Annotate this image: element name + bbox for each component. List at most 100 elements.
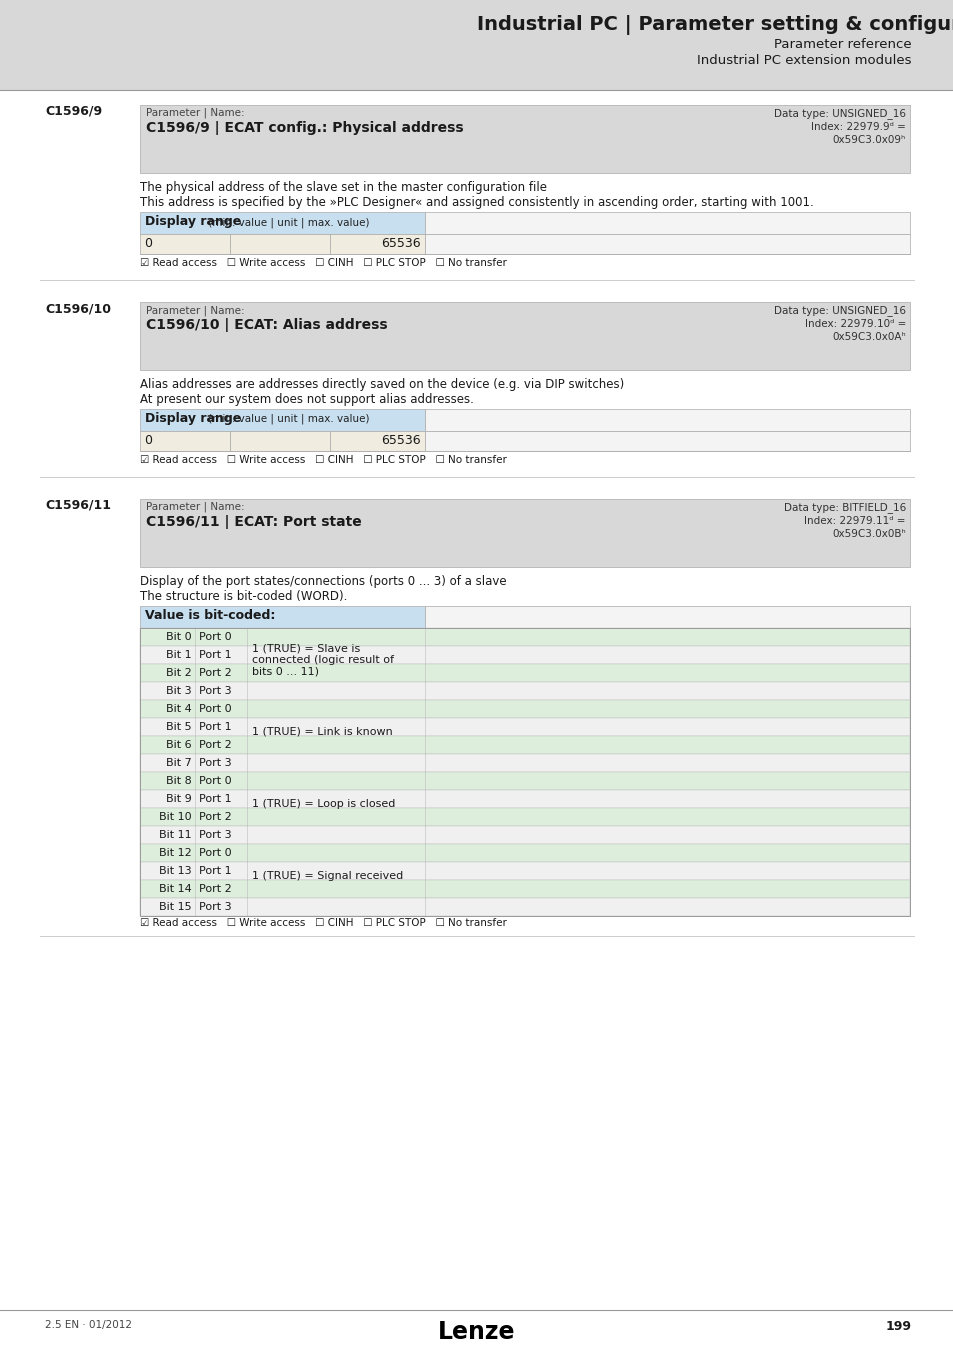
Text: 65536: 65536 <box>381 433 420 447</box>
Text: Port 3: Port 3 <box>199 686 232 697</box>
Text: ☑ Read access   ☐ Write access   ☐ CINH   ☐ PLC STOP   ☐ No transfer: ☑ Read access ☐ Write access ☐ CINH ☐ PL… <box>140 918 506 927</box>
Text: Port 0: Port 0 <box>199 703 232 714</box>
Text: Index: 22979.9ᵈ =: Index: 22979.9ᵈ = <box>810 122 905 132</box>
Text: Bit 11: Bit 11 <box>159 830 192 840</box>
Text: 199: 199 <box>885 1320 911 1332</box>
Text: C1596/9 | ECAT config.: Physical address: C1596/9 | ECAT config.: Physical address <box>146 122 463 135</box>
Text: Parameter | Name:: Parameter | Name: <box>146 108 244 119</box>
Text: Bit 1: Bit 1 <box>166 649 192 660</box>
Text: Industrial PC | Parameter setting & configuration: Industrial PC | Parameter setting & conf… <box>476 15 953 35</box>
Text: This address is specified by the »PLC Designer« and assigned consistently in asc: This address is specified by the »PLC De… <box>140 196 813 209</box>
Text: The physical address of the slave set in the master configuration file: The physical address of the slave set in… <box>140 181 546 194</box>
Text: Display range: Display range <box>145 215 241 228</box>
Bar <box>140 682 909 701</box>
Text: Port 1: Port 1 <box>199 794 232 805</box>
Bar <box>140 500 909 567</box>
Text: Parameter | Name:: Parameter | Name: <box>146 502 244 513</box>
Bar <box>140 628 909 647</box>
Text: Alias addresses are addresses directly saved on the device (e.g. via DIP switche: Alias addresses are addresses directly s… <box>140 378 623 392</box>
Text: Bit 12: Bit 12 <box>159 848 192 859</box>
Text: Bit 3: Bit 3 <box>166 686 192 697</box>
Text: Bit 9: Bit 9 <box>166 794 192 805</box>
Text: C1596/9: C1596/9 <box>45 105 102 117</box>
Text: (min. value | unit | max. value): (min. value | unit | max. value) <box>205 414 369 424</box>
Bar <box>140 790 909 809</box>
Text: 0x59C3.0x0Bʰ: 0x59C3.0x0Bʰ <box>831 529 905 539</box>
Text: Bit 5: Bit 5 <box>166 722 192 732</box>
Text: Lenze: Lenze <box>437 1320 516 1345</box>
Text: Display range: Display range <box>145 412 241 425</box>
Bar <box>140 755 909 772</box>
Text: Port 1: Port 1 <box>199 722 232 732</box>
Bar <box>424 606 909 628</box>
Text: C1596/10 | ECAT: Alias address: C1596/10 | ECAT: Alias address <box>146 319 387 332</box>
Text: Port 2: Port 2 <box>199 668 232 678</box>
Bar <box>140 898 909 917</box>
Text: Bit 7: Bit 7 <box>166 757 192 768</box>
Bar <box>140 302 909 370</box>
Bar <box>140 606 424 628</box>
Bar <box>140 880 909 898</box>
Text: Bit 14: Bit 14 <box>159 884 192 894</box>
Text: C1596/11 | ECAT: Port state: C1596/11 | ECAT: Port state <box>146 514 361 529</box>
Bar <box>140 809 909 826</box>
Text: Bit 8: Bit 8 <box>166 776 192 786</box>
Text: (min. value | unit | max. value): (min. value | unit | max. value) <box>205 217 369 228</box>
Text: The structure is bit-coded (WORD).: The structure is bit-coded (WORD). <box>140 590 347 603</box>
Text: Bit 10: Bit 10 <box>159 811 192 822</box>
Bar <box>140 647 909 664</box>
Bar <box>140 409 424 431</box>
Bar <box>424 409 909 431</box>
Bar <box>140 736 909 755</box>
Text: 2.5 EN · 01/2012: 2.5 EN · 01/2012 <box>45 1320 132 1330</box>
Bar <box>140 628 909 917</box>
Text: Port 2: Port 2 <box>199 740 232 751</box>
Text: Value is bit-coded:: Value is bit-coded: <box>145 609 275 622</box>
Text: Data type: UNSIGNED_16: Data type: UNSIGNED_16 <box>773 108 905 119</box>
Text: Industrial PC extension modules: Industrial PC extension modules <box>697 54 911 68</box>
Bar <box>140 718 909 736</box>
Text: Bit 13: Bit 13 <box>159 865 192 876</box>
Bar <box>140 212 424 234</box>
Bar <box>330 431 424 451</box>
Text: ☑ Read access   ☐ Write access   ☐ CINH   ☐ PLC STOP   ☐ No transfer: ☑ Read access ☐ Write access ☐ CINH ☐ PL… <box>140 258 506 269</box>
Bar <box>140 234 230 254</box>
Bar <box>424 234 909 254</box>
Bar <box>140 844 909 863</box>
Text: Port 0: Port 0 <box>199 632 232 643</box>
Text: Port 1: Port 1 <box>199 865 232 876</box>
Bar <box>140 772 909 790</box>
Bar <box>424 212 909 234</box>
Bar <box>230 234 330 254</box>
Text: 65536: 65536 <box>381 238 420 250</box>
Text: Parameter | Name:: Parameter | Name: <box>146 305 244 316</box>
Text: C1596/10: C1596/10 <box>45 302 111 315</box>
Text: Index: 22979.10ᵈ =: Index: 22979.10ᵈ = <box>803 319 905 329</box>
Bar <box>140 105 909 173</box>
Text: Data type: UNSIGNED_16: Data type: UNSIGNED_16 <box>773 305 905 316</box>
Text: Port 1: Port 1 <box>199 649 232 660</box>
Text: Port 3: Port 3 <box>199 902 232 913</box>
Text: Port 0: Port 0 <box>199 776 232 786</box>
Bar <box>230 431 330 451</box>
Text: Bit 15: Bit 15 <box>159 902 192 913</box>
Text: Port 3: Port 3 <box>199 757 232 768</box>
Text: 1 (TRUE) = Loop is closed: 1 (TRUE) = Loop is closed <box>252 799 395 809</box>
Text: 0: 0 <box>144 433 152 447</box>
Text: Index: 22979.11ᵈ =: Index: 22979.11ᵈ = <box>803 516 905 526</box>
Text: Port 2: Port 2 <box>199 811 232 822</box>
Bar <box>330 234 424 254</box>
Text: Parameter reference: Parameter reference <box>774 38 911 51</box>
Bar <box>140 664 909 682</box>
Text: Port 2: Port 2 <box>199 884 232 894</box>
Text: 0: 0 <box>144 238 152 250</box>
Text: 1 (TRUE) = Slave is
connected (logic result of
bits 0 ... 11): 1 (TRUE) = Slave is connected (logic res… <box>252 644 394 676</box>
Text: 0x59C3.0x09ʰ: 0x59C3.0x09ʰ <box>832 135 905 144</box>
Text: Bit 4: Bit 4 <box>166 703 192 714</box>
Bar <box>0 0 953 90</box>
Text: 0x59C3.0x0Aʰ: 0x59C3.0x0Aʰ <box>831 332 905 342</box>
Text: C1596/11: C1596/11 <box>45 500 111 512</box>
Bar <box>140 863 909 880</box>
Text: Bit 6: Bit 6 <box>166 740 192 751</box>
Text: Bit 2: Bit 2 <box>166 668 192 678</box>
